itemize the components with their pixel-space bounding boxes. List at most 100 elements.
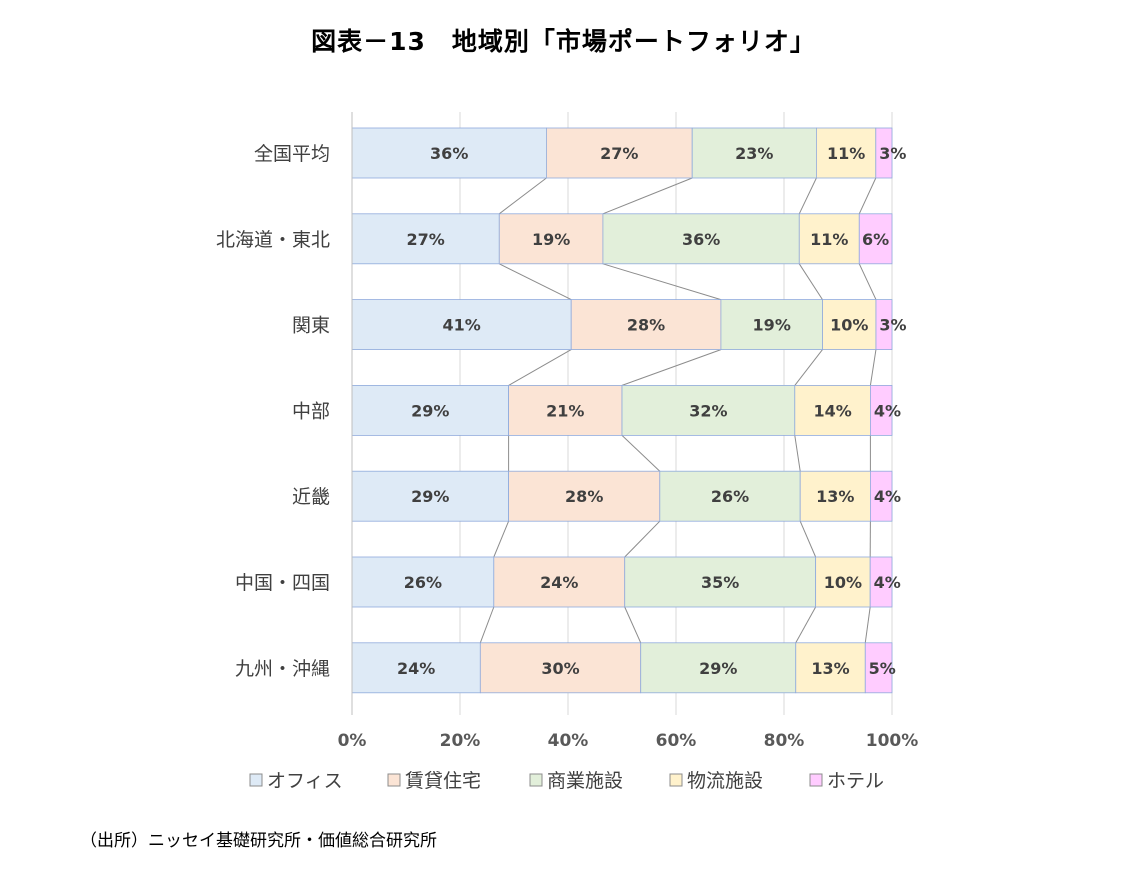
data-label: 29% (411, 401, 449, 420)
bar-segment (351, 213, 500, 265)
bar-segment (640, 642, 797, 694)
data-label: 23% (735, 144, 773, 163)
legend-swatch (529, 773, 543, 787)
series-line (858, 177, 877, 215)
x-tick-label: 100% (866, 731, 919, 751)
bar-segment (602, 213, 800, 265)
bar-segment (624, 556, 817, 608)
data-label: 26% (404, 573, 442, 592)
data-label: 13% (811, 659, 849, 678)
data-label: 28% (565, 487, 603, 506)
category-label: 近畿 (292, 486, 330, 508)
bar-segment (875, 127, 893, 179)
data-label: 4% (874, 401, 901, 420)
data-label: 14% (813, 401, 851, 420)
bar-segment (691, 127, 817, 179)
data-label: 36% (682, 230, 720, 249)
legend-swatch (387, 773, 401, 787)
series-line (794, 435, 801, 472)
bar-segment (795, 642, 866, 694)
series-line (602, 263, 722, 301)
series-line (799, 521, 817, 558)
category-label: 九州・沖縄 (235, 658, 330, 680)
bar-segment (498, 213, 604, 265)
series-line (624, 520, 661, 558)
series-line (499, 263, 572, 301)
series-line (795, 606, 817, 644)
category-label: 北海道・東北 (216, 229, 330, 251)
series-line (624, 606, 642, 644)
series-line (798, 263, 823, 300)
category-label: 中部 (292, 400, 330, 422)
category-label: 中国・四国 (235, 572, 330, 594)
bar-segment (659, 470, 801, 522)
data-label: 29% (699, 659, 737, 678)
data-label: 24% (540, 573, 578, 592)
data-label: 36% (430, 144, 468, 163)
legend-label: ホテル (827, 770, 884, 792)
legend-swatch (249, 773, 263, 787)
bar-segment (815, 556, 871, 608)
x-tick-label: 80% (764, 731, 805, 751)
bar-segment (870, 384, 893, 436)
bar-segment (351, 556, 495, 608)
series-line (498, 177, 547, 215)
bar-segment (869, 556, 893, 608)
legend-swatch (669, 773, 683, 787)
bar-segment (720, 299, 823, 351)
data-label: 10% (824, 573, 862, 592)
series-line (508, 349, 572, 386)
series-line (479, 606, 495, 643)
bar-segment (621, 384, 796, 436)
data-label: 6% (862, 230, 889, 249)
series-line (798, 177, 817, 215)
series-line (869, 349, 877, 386)
legend-label: 物流施設 (687, 770, 763, 792)
category-label: 全国平均 (254, 143, 330, 165)
bar-segment (875, 299, 893, 351)
data-label: 32% (689, 401, 727, 420)
chart-title: 図表－13 地域別「市場ポートフォリオ」 (311, 27, 816, 56)
legend-label: 賃貸住宅 (405, 770, 481, 792)
bar-segment (822, 299, 877, 351)
bar-segment (570, 299, 722, 351)
x-tick-label: 60% (656, 731, 697, 751)
bar-segment (864, 642, 893, 694)
series-line (794, 349, 823, 386)
category-label: 関東 (292, 315, 330, 337)
source-note: （出所）ニッセイ基礎研究所・価値総合研究所 (80, 831, 437, 851)
data-label: 3% (879, 144, 906, 163)
series-line (621, 349, 722, 386)
data-label: 4% (874, 487, 901, 506)
bar-segment (351, 470, 510, 522)
data-label: 19% (753, 316, 791, 335)
data-label: 24% (397, 659, 435, 678)
data-label: 4% (874, 573, 901, 592)
bar-segment (798, 213, 860, 265)
series-line (621, 435, 661, 472)
bar-segment (351, 127, 547, 179)
series-line (858, 263, 877, 300)
data-label: 3% (879, 316, 906, 335)
bar-segment (546, 127, 693, 179)
data-label: 35% (701, 573, 739, 592)
legend-label: 商業施設 (547, 770, 623, 792)
data-label: 13% (816, 487, 854, 506)
bar-segment (493, 556, 626, 608)
legend-label: オフィス (267, 770, 343, 792)
bar-segment (508, 384, 623, 436)
data-label: 29% (411, 487, 449, 506)
bar-segment (508, 470, 661, 522)
data-label: 11% (827, 144, 865, 163)
legend-swatch (809, 773, 823, 787)
bar-segment (799, 470, 871, 522)
data-label: 27% (406, 230, 444, 249)
x-tick-label: 0% (338, 731, 367, 751)
data-label: 26% (711, 487, 749, 506)
data-label: 19% (532, 230, 570, 249)
bar-segment (870, 470, 893, 522)
data-label: 21% (546, 401, 584, 420)
data-label: 10% (830, 316, 868, 335)
series-line (493, 521, 510, 558)
